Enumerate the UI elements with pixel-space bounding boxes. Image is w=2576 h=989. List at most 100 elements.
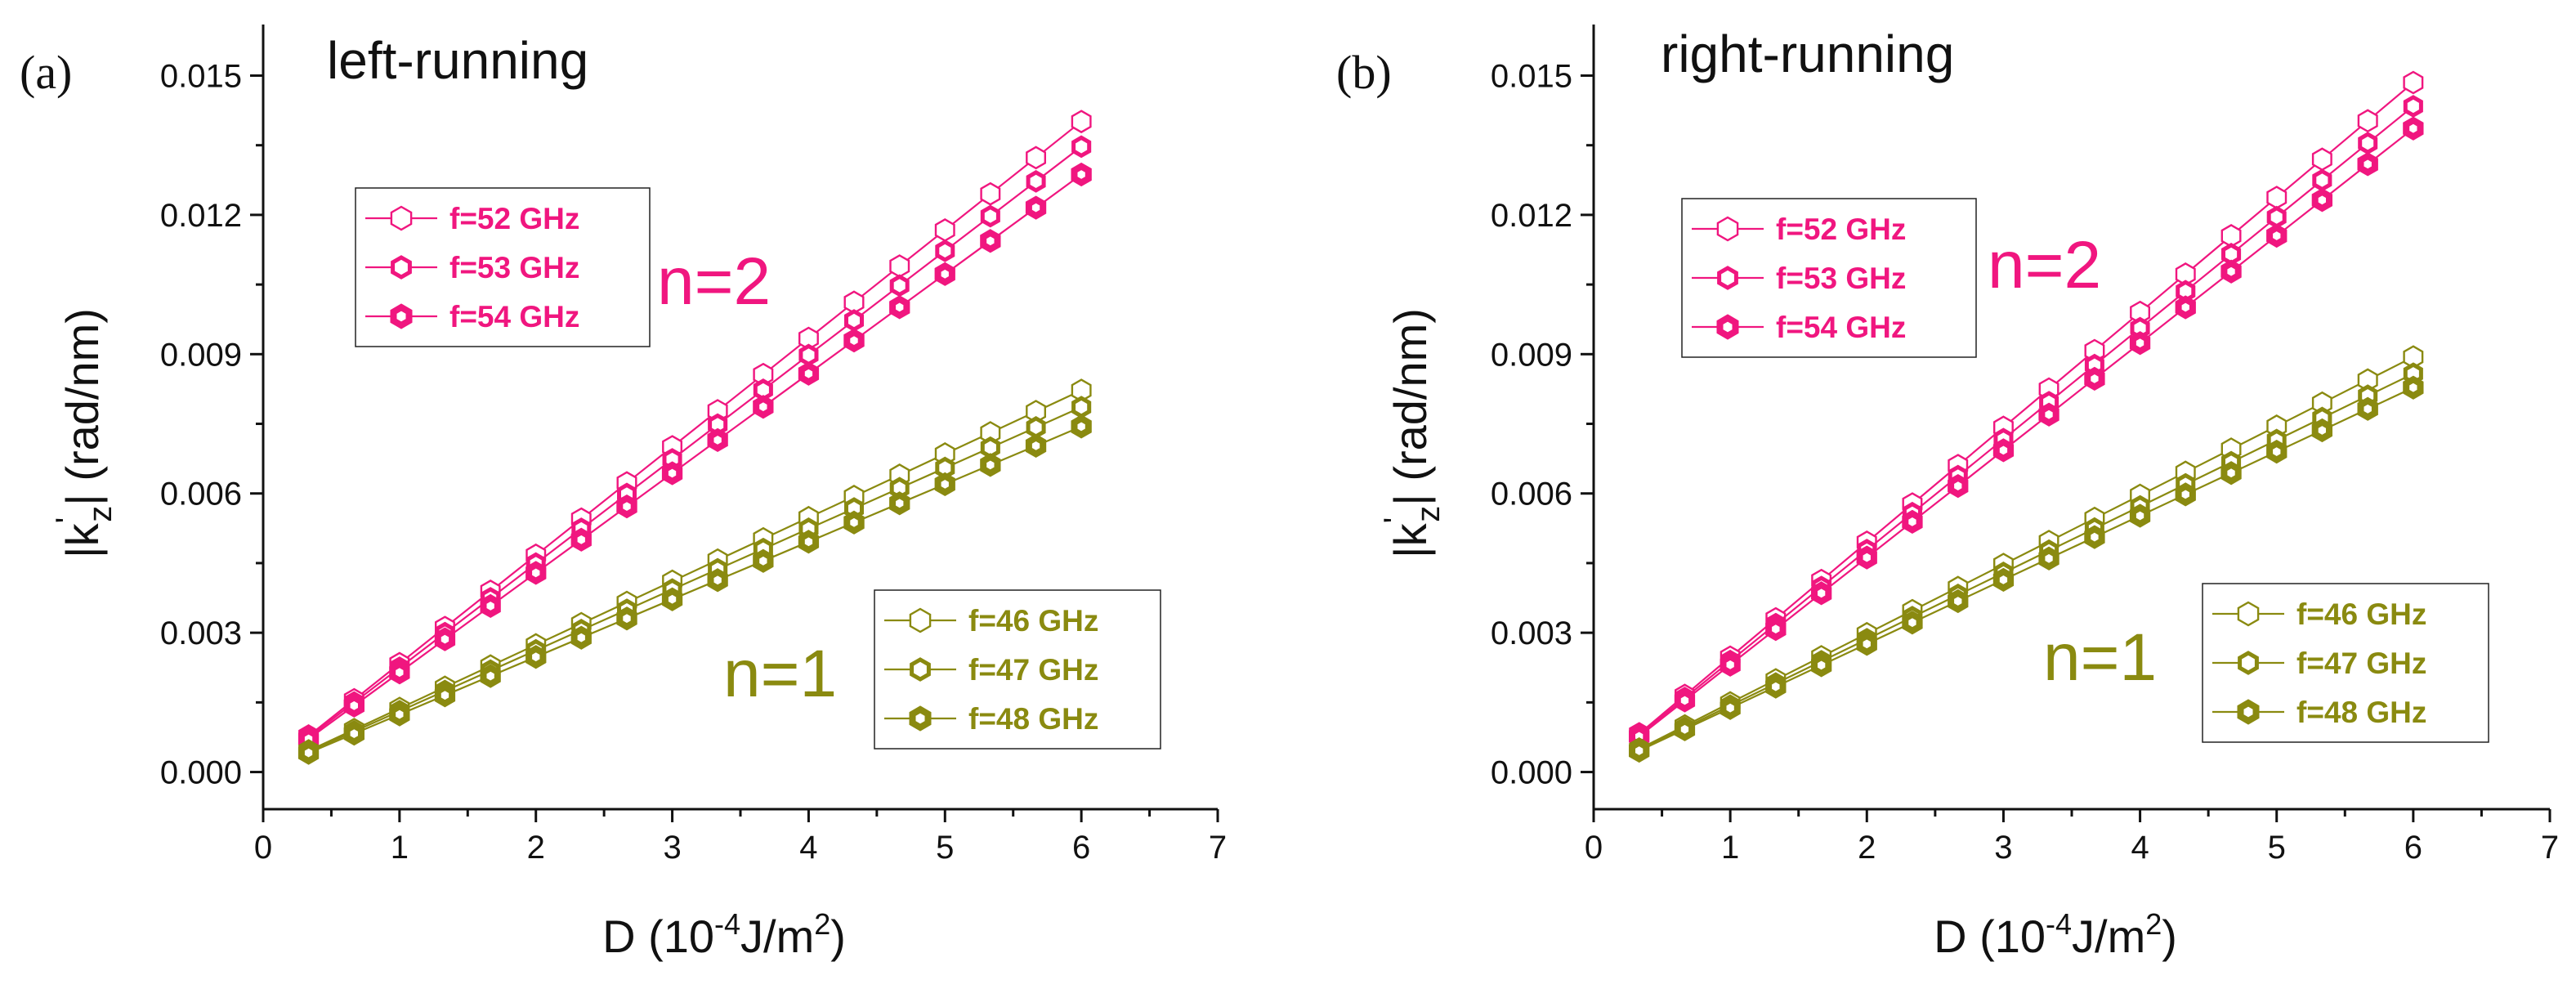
x-axis-title: D (10-4J/m2) [1934,907,2177,962]
legend-label: f=54 GHz [449,300,579,333]
data-point [934,218,955,242]
legend-marker [909,705,932,732]
legend-marker [390,303,413,329]
x-axis-title-part: ) [830,911,846,962]
x-tick-label: 2 [1858,830,1876,866]
legend-label: f=52 GHz [1776,213,1906,246]
legend-marker [2238,651,2259,675]
data-point [1071,396,1092,418]
panel-a: 0 1 2 3 4 5 6 7 0.000 0.003 0.006 0.009 0.012 0.015 (a… [20,25,1227,962]
data-point [1071,162,1092,187]
data-point [2266,223,2288,248]
legend-marker [1716,314,1739,340]
y-tick-label: 0.012 [160,198,242,234]
data-point [2038,402,2059,427]
x-tick-label: 7 [2541,830,2559,866]
data-point [2220,461,2242,486]
data-point [889,274,910,298]
data-point [843,510,865,535]
data-point [2357,396,2378,421]
data-point [889,491,910,516]
data-point [1025,433,1047,459]
data-point [980,229,1001,253]
x-axis-title-part: D (10 [1934,911,2046,962]
y-axis-title-part: ' [1378,517,1414,524]
y-axis-title-part: z [83,506,119,522]
x-tick-label: 1 [391,830,409,866]
x-axis-title-part: J/m [2072,911,2145,962]
legend-marker [910,657,931,682]
data-point [2312,168,2332,192]
data-point [2403,375,2424,400]
data-point [1765,674,1787,699]
data-point [2358,132,2378,155]
data-point [1025,195,1047,220]
data-point [2266,205,2287,229]
data-point [1992,567,2015,593]
data-point [570,527,592,552]
data-point [2084,366,2105,392]
data-point [2403,95,2423,118]
data-point [2403,70,2424,95]
data-point [1902,611,1923,635]
x-axis-title-part: ) [2162,911,2177,962]
data-point [2311,147,2332,172]
data-point [1948,588,1969,614]
x-tick-label: 0 [1585,830,1603,866]
legend-marker [391,255,412,280]
y-tick-label: 0.015 [160,58,242,94]
y-tick-label: 0.000 [160,755,242,791]
x-tick-label: 2 [527,830,545,866]
data-point [1026,145,1047,170]
data-point [1902,509,1923,535]
data-point [570,625,592,650]
legend-label: f=48 GHz [968,702,1098,736]
x-tick-label: 7 [1209,830,1227,866]
data-point [753,395,774,419]
data-point [1856,545,1877,570]
legend-label: f=52 GHz [449,202,579,235]
data-point [616,494,637,519]
y-axis-title: |k'z| (rad/nm) [1378,308,1447,558]
data-point [343,721,364,746]
legend-marker [390,205,413,231]
data-point [2175,295,2196,320]
legend-label: f=46 GHz [2296,597,2426,631]
chart-title: left-running [327,31,588,90]
y-tick-label: 0.012 [1491,198,1572,234]
x-tick-label: 0 [254,830,272,866]
data-point [1674,688,1696,713]
y-axis-title-part: | (rad/nm) [56,308,108,506]
data-point [935,239,955,262]
data-point [2357,109,2378,133]
data-point [661,587,683,611]
panel-label: (b) [1336,46,1392,99]
y-axis-title-part: | (rad/nm) [1384,308,1436,506]
data-point [2266,439,2288,464]
data-point [1026,170,1046,193]
legend-label: f=48 GHz [2296,696,2426,729]
mode-label: n=1 [723,637,837,711]
data-point [1071,110,1092,134]
data-point [2357,152,2378,177]
data-point [843,328,865,353]
data-point [343,693,364,718]
x-axis-title-part: -4 [2046,907,2072,941]
data-point [889,254,910,278]
y-tick-label: 0.009 [1491,337,1572,373]
data-point [616,606,637,631]
y-tick-label: 0.003 [1491,615,1572,651]
data-point [707,568,728,593]
data-point [844,309,864,332]
x-axis-title-part: J/m [740,911,814,962]
data-point [1856,632,1877,656]
y-axis-title-part: |k [56,522,108,558]
data-point [1948,473,1969,499]
data-point [525,561,547,585]
y-axis-title-part: z [1411,506,1447,522]
data-point [434,627,456,651]
y-tick-label: 0.000 [1491,755,1572,791]
data-point [2129,503,2151,528]
mode-label: n=2 [1988,228,2101,302]
data-point [1071,135,1092,159]
